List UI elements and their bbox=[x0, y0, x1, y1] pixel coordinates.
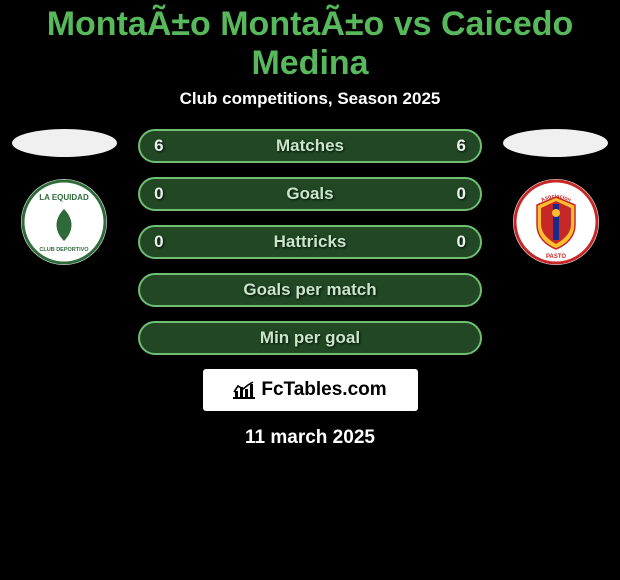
bar-right-value: 0 bbox=[456, 232, 465, 252]
brand-label: FcTables.com bbox=[261, 379, 386, 401]
bar-goals: 0 Goals 0 bbox=[138, 177, 482, 211]
match-date: 11 march 2025 bbox=[10, 427, 610, 449]
stat-bars: 6 Matches 6 0 Goals 0 0 Hattricks 0 Goal… bbox=[138, 129, 482, 355]
svg-text:LA EQUIDAD: LA EQUIDAD bbox=[39, 193, 89, 202]
left-column: LA EQUIDAD CLUB DEPORTIVO bbox=[10, 129, 118, 265]
bar-left-value: 6 bbox=[154, 136, 163, 156]
left-club-badge: LA EQUIDAD CLUB DEPORTIVO bbox=[21, 179, 107, 265]
bar-label: Goals per match bbox=[243, 280, 376, 300]
bar-goals-per-match: Goals per match bbox=[138, 273, 482, 307]
left-flag bbox=[12, 129, 117, 157]
bar-hattricks: 0 Hattricks 0 bbox=[138, 225, 482, 259]
bar-right-value: 6 bbox=[456, 136, 465, 156]
bar-left-value: 0 bbox=[154, 232, 163, 252]
main-row: LA EQUIDAD CLUB DEPORTIVO 6 Matches 6 0 … bbox=[10, 129, 610, 355]
bar-label: Matches bbox=[276, 136, 344, 156]
page-subtitle: Club competitions, Season 2025 bbox=[10, 89, 610, 109]
svg-text:CLUB DEPORTIVO: CLUB DEPORTIVO bbox=[39, 247, 89, 253]
brand-box: FcTables.com bbox=[203, 369, 418, 411]
right-column: Asociacion PASTO bbox=[502, 129, 610, 265]
bar-min-per-goal: Min per goal bbox=[138, 321, 482, 355]
chart-icon bbox=[233, 381, 255, 399]
bar-left-value: 0 bbox=[154, 184, 163, 204]
bar-label: Goals bbox=[286, 184, 333, 204]
right-club-badge: Asociacion PASTO bbox=[513, 179, 599, 265]
right-flag bbox=[503, 129, 608, 157]
bar-label: Min per goal bbox=[260, 328, 360, 348]
bar-right-value: 0 bbox=[456, 184, 465, 204]
page-title: MontaÃ±o MontaÃ±o vs Caicedo Medina bbox=[10, 5, 610, 83]
bar-label: Hattricks bbox=[274, 232, 347, 252]
bar-matches: 6 Matches 6 bbox=[138, 129, 482, 163]
page: MontaÃ±o MontaÃ±o vs Caicedo Medina Club… bbox=[0, 0, 620, 459]
svg-text:PASTO: PASTO bbox=[546, 254, 566, 260]
